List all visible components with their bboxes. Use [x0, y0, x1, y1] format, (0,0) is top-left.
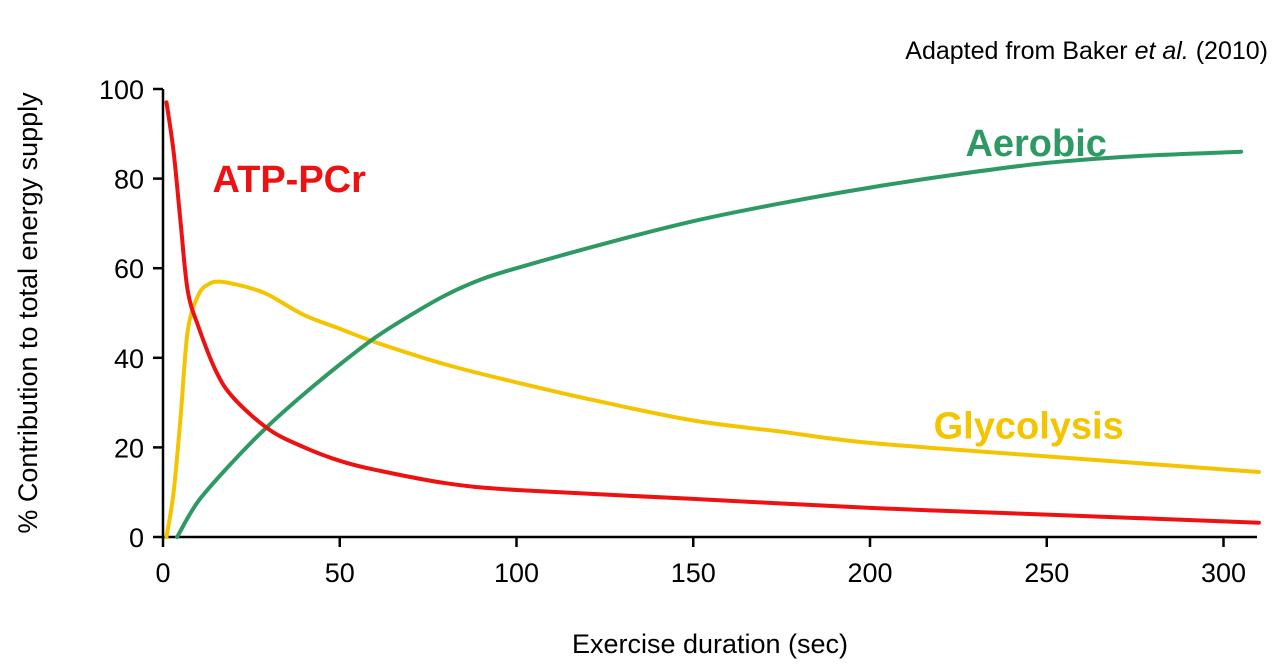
x-tick-label-0: 0 — [155, 558, 170, 588]
y-tick-label-1: 20 — [114, 433, 144, 463]
y-axis-label: % Contribution to total energy supply — [13, 92, 43, 534]
tick-group: 0 50 100 150 200 250 300 0 20 40 60 80 100 — [99, 75, 1246, 588]
series-label-group: ATP-PCr Aerobic Glycolysis — [212, 123, 1123, 447]
source-annotation-prefix: Adapted from Baker — [905, 37, 1134, 65]
x-axis-label: Exercise duration (sec) — [572, 629, 848, 659]
series-line-aerobic — [175, 149, 1244, 539]
curve-group — [164, 100, 1261, 539]
y-tick-label-5: 100 — [99, 75, 144, 105]
x-tick-label-1: 50 — [325, 558, 355, 588]
y-tick-label-4: 80 — [114, 165, 144, 195]
y-tick-label-3: 60 — [114, 254, 144, 284]
x-tick-label-4: 200 — [847, 558, 892, 588]
x-tick-label-5: 250 — [1024, 558, 1069, 588]
series-label-glycolysis: Glycolysis — [934, 405, 1124, 447]
source-annotation-italic: et al. — [1135, 37, 1189, 65]
axes — [161, 89, 1257, 539]
y-tick-label-2: 40 — [114, 344, 144, 374]
series-label-atp-pcr: ATP-PCr — [212, 159, 366, 201]
source-annotation: Adapted from Baker et al. (2010) — [905, 37, 1268, 65]
series-label-aerobic: Aerobic — [965, 123, 1106, 165]
y-tick-label-0: 0 — [129, 523, 144, 553]
x-tick-label-3: 150 — [671, 558, 716, 588]
x-tick-label-2: 100 — [494, 558, 539, 588]
series-line-atp-pcr — [164, 100, 1261, 525]
x-tick-label-6: 300 — [1201, 558, 1246, 588]
source-annotation-suffix: (2010) — [1189, 37, 1268, 65]
